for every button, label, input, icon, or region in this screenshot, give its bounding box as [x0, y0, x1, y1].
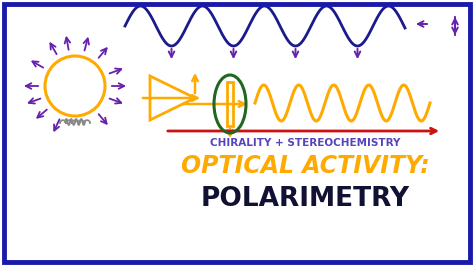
Text: OPTICAL ACTIVITY:: OPTICAL ACTIVITY:: [181, 154, 429, 178]
Text: POLARIMETRY: POLARIMETRY: [201, 186, 410, 212]
Text: CHIRALITY + STEREOCHEMISTRY: CHIRALITY + STEREOCHEMISTRY: [210, 138, 400, 148]
Bar: [227, 82, 233, 126]
